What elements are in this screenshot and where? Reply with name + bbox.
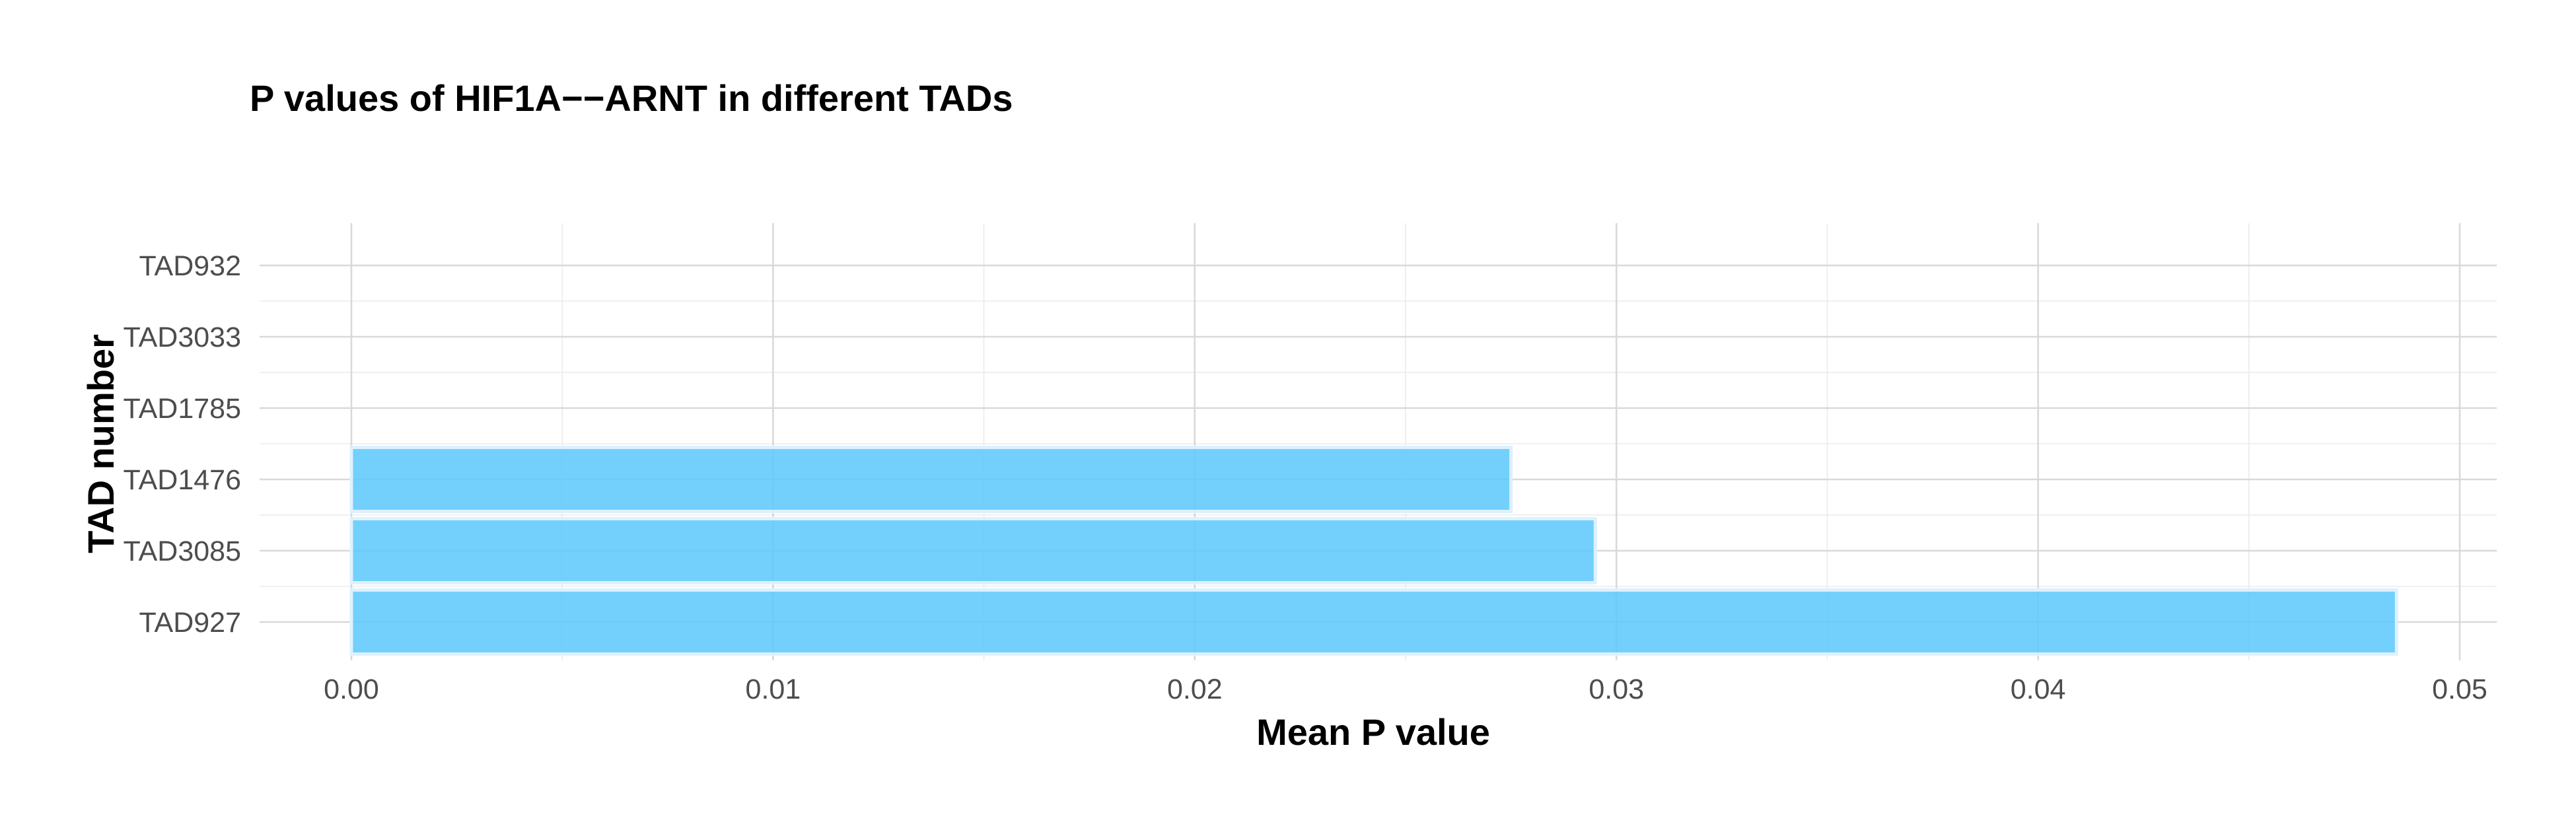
x-tick-label: 0.05 bbox=[2432, 674, 2487, 705]
y-axis-title: TAD number bbox=[80, 334, 122, 553]
x-tick-label: 0.03 bbox=[1589, 674, 1644, 705]
x-tick-label: 0.01 bbox=[746, 674, 801, 705]
y-tick-labels: TAD927 TAD3085 TAD1476 TAD1785 TAD3033 TAD932 bbox=[124, 250, 241, 639]
y-tick-label: TAD1785 bbox=[124, 393, 241, 425]
bar-tad1476 bbox=[349, 446, 1513, 513]
y-tick-label: TAD3033 bbox=[124, 322, 241, 353]
x-tick-label: 0.00 bbox=[324, 674, 379, 705]
x-tick-label: 0.02 bbox=[1167, 674, 1223, 705]
bar-tad927 bbox=[349, 588, 2398, 656]
chart-title: P values of HIF1A−−ARNT in different TAD… bbox=[250, 77, 1013, 119]
x-tick-labels: 0.00 0.01 0.02 0.03 0.04 0.05 bbox=[324, 674, 2487, 705]
bar-tad3085 bbox=[349, 517, 1597, 584]
y-tick-label: TAD932 bbox=[139, 250, 241, 282]
y-tick-label: TAD1476 bbox=[124, 464, 241, 496]
bars bbox=[349, 446, 2398, 656]
y-tick-label: TAD927 bbox=[139, 607, 241, 639]
x-axis-title: Mean P value bbox=[1256, 711, 1490, 753]
y-tick-label: TAD3085 bbox=[124, 536, 241, 567]
x-tick-label: 0.04 bbox=[2011, 674, 2066, 705]
